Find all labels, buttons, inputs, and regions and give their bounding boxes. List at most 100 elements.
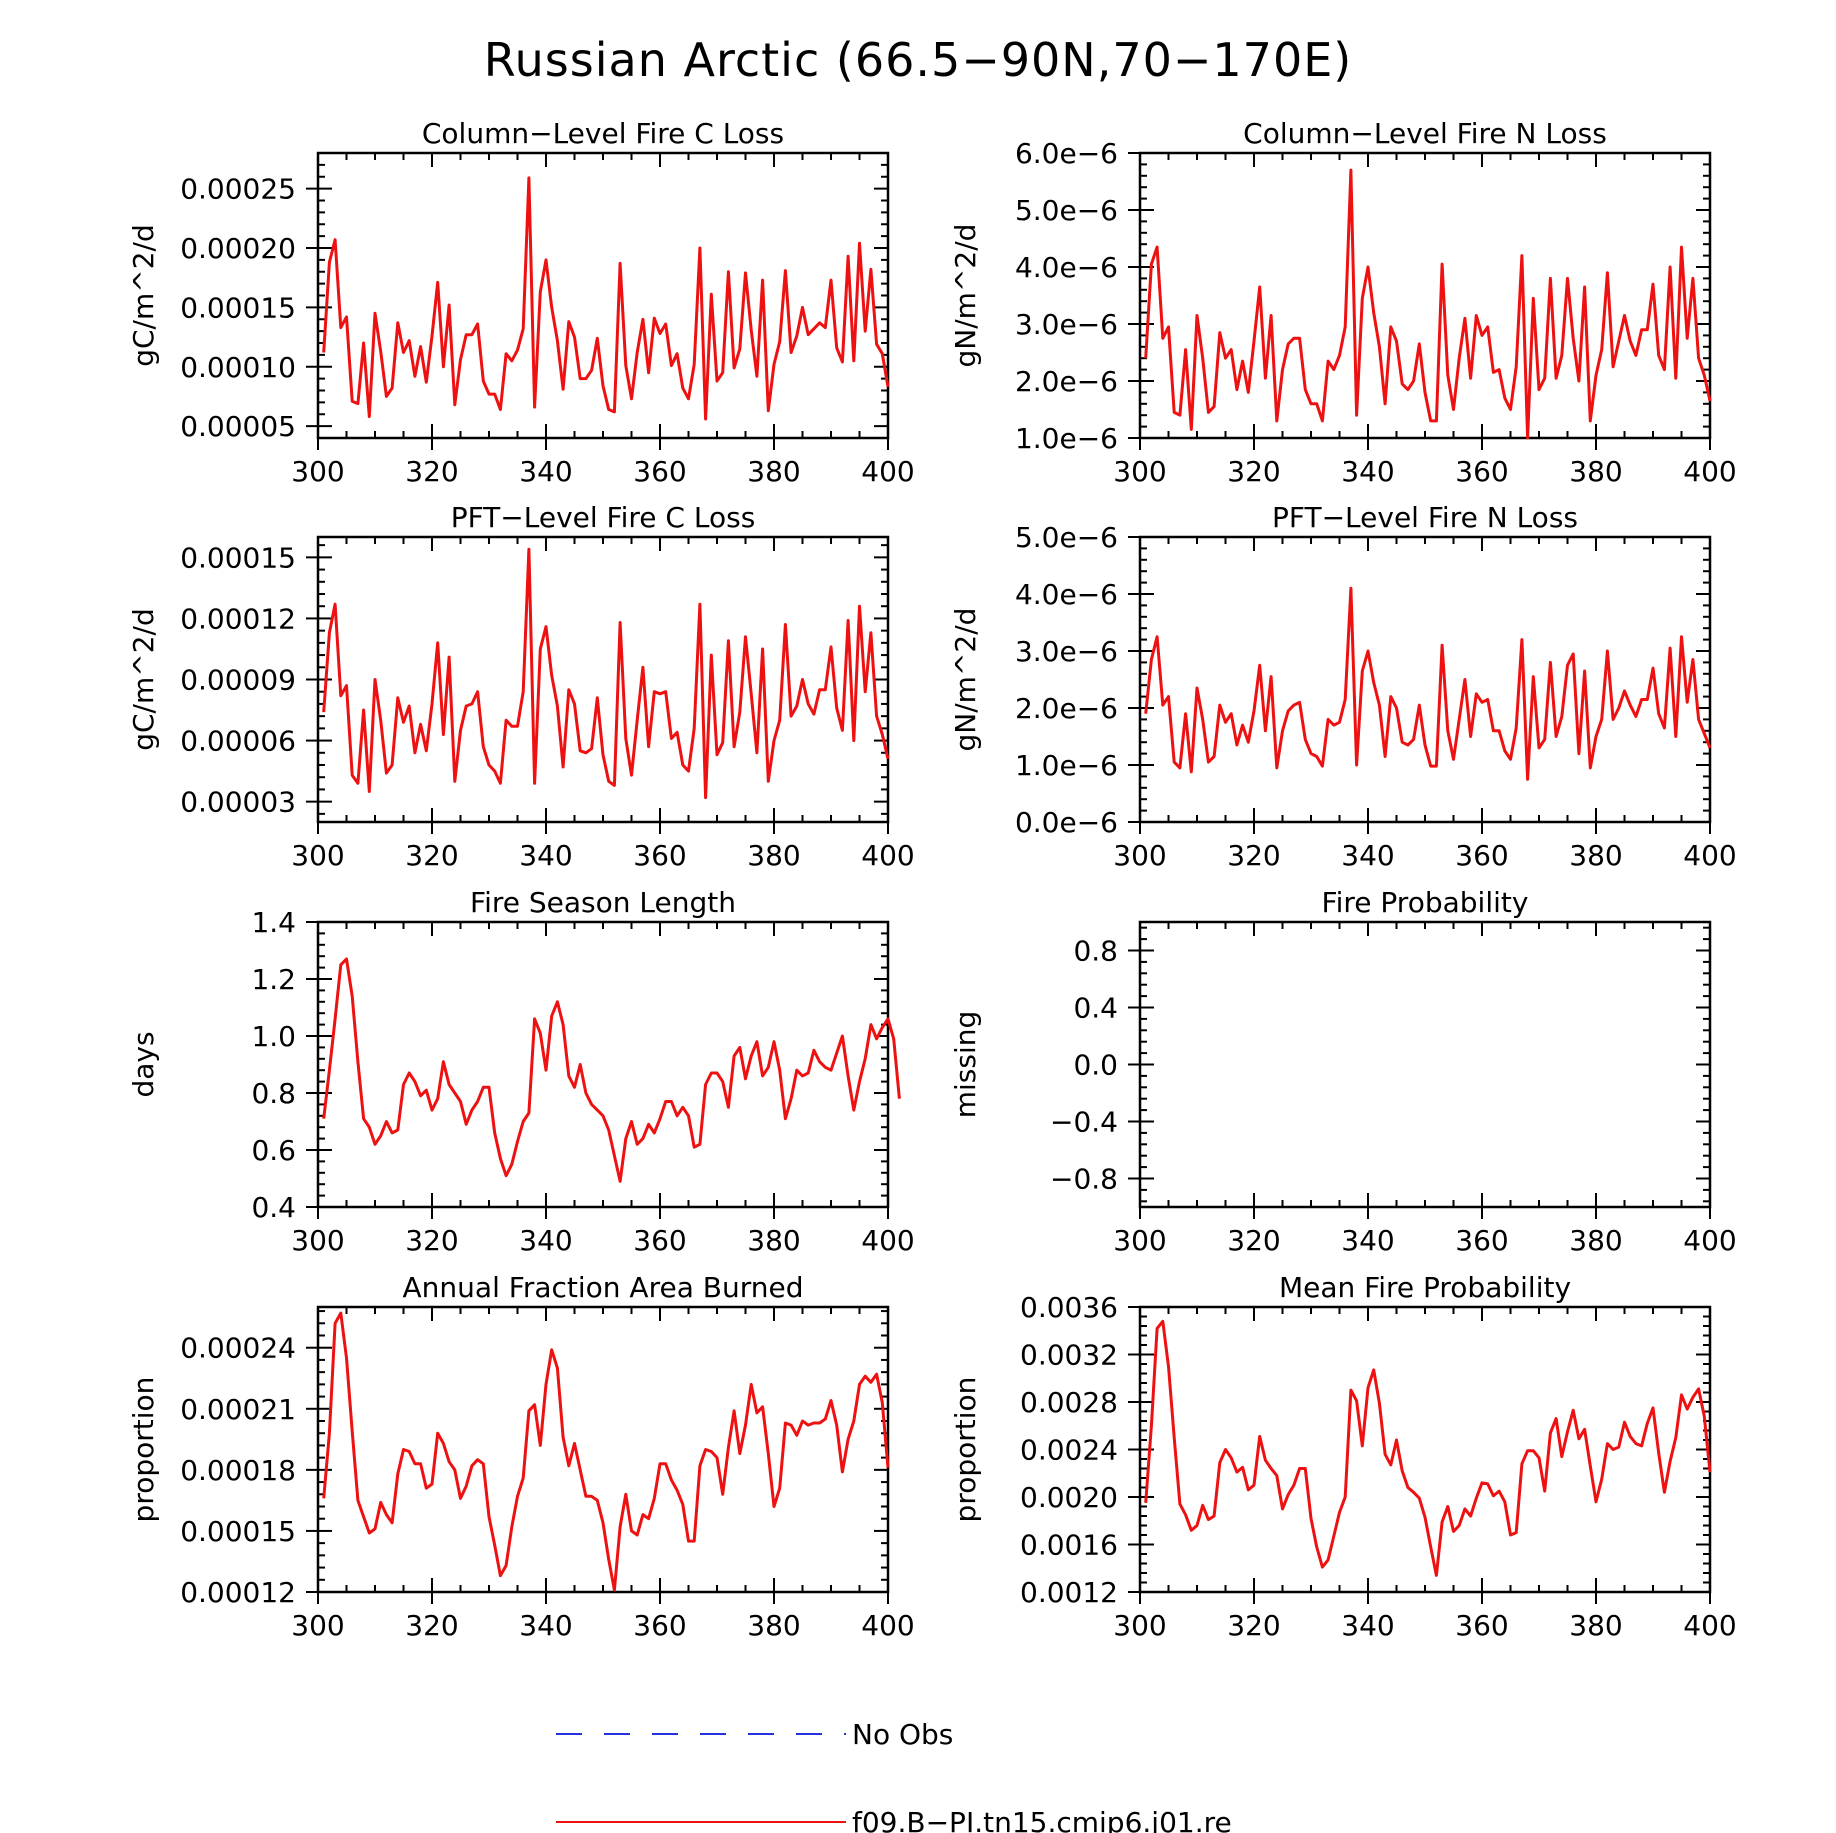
panel-pft-level-fire-c-loss: PFT−Level Fire C Loss gC/m^2/d 300 320 340 36… (127, 501, 915, 872)
y-tick-label: 0.00003 (180, 786, 296, 819)
x-tick-label: 380 (747, 1609, 800, 1642)
x-tick-label: 320 (405, 455, 458, 488)
y-axis-label: gC/m^2/d (127, 608, 160, 751)
panel-mean-fire-probability: Mean Fire Probability proportion 300 320 340… (949, 1271, 1737, 1642)
x-tick-label: 340 (1341, 455, 1394, 488)
y-tick-label: 0.0024 (1020, 1434, 1118, 1467)
y-tick-label: 0.00015 (180, 1515, 296, 1548)
x-tick-label: 360 (1455, 1224, 1508, 1257)
legend-no-obs-label: No Obs (852, 1718, 953, 1751)
series-line-model (1144, 586, 1712, 781)
x-tick-label: 320 (1227, 455, 1280, 488)
y-tick-label: 0.00025 (180, 173, 296, 206)
y-axis-label: gN/m^2/d (949, 224, 982, 368)
y-axis-label: proportion (949, 1377, 982, 1523)
chart-panels: Column−Level Fire C Loss gC/m^2/d 300 320 34… (127, 117, 1737, 1642)
y-tick-label: 0.0028 (1020, 1386, 1118, 1419)
x-tick-label: 340 (1341, 1224, 1394, 1257)
series-line-model (322, 1311, 890, 1592)
y-axis-label: gC/m^2/d (127, 224, 160, 367)
x-tick-label: 300 (291, 1224, 344, 1257)
y-tick-label: 0.00024 (180, 1332, 296, 1365)
y-tick-label: 1.0e−6 (1015, 749, 1118, 782)
y-tick-label: 0.6 (251, 1134, 296, 1167)
y-tick-label: 0.0e−6 (1015, 806, 1118, 839)
x-tick-label: 360 (633, 839, 686, 872)
y-tick-label: 0.0020 (1020, 1481, 1118, 1514)
panel-title: Column−Level Fire C Loss (422, 117, 784, 150)
panel-title: Fire Season Length (470, 886, 736, 919)
x-tick-label: 400 (861, 839, 914, 872)
x-tick-label: 320 (1227, 1224, 1280, 1257)
y-tick-label: 0.00005 (180, 410, 296, 443)
x-tick-label: 320 (405, 1609, 458, 1642)
y-tick-label: 0.00020 (180, 232, 296, 265)
x-tick-label: 380 (1569, 1224, 1622, 1257)
x-tick-label: 300 (1113, 1609, 1166, 1642)
x-tick-label: 360 (1455, 1609, 1508, 1642)
series-line-model (322, 176, 890, 421)
y-tick-label: 0.8 (251, 1077, 296, 1110)
x-tick-label: 340 (1341, 839, 1394, 872)
x-tick-label: 400 (1683, 1224, 1736, 1257)
panel-fire-season-length: Fire Season Length days 300 320 340 360 380 400… (127, 886, 915, 1257)
legend: No Obs f09.B−PI.tn15.cmip6.j01.re (556, 1718, 1232, 1833)
x-tick-label: 300 (1113, 455, 1166, 488)
x-tick-label: 300 (291, 455, 344, 488)
y-tick-label: 2.0e−6 (1015, 692, 1118, 725)
x-tick-label: 340 (519, 1224, 572, 1257)
y-tick-label: 3.0e−6 (1015, 635, 1118, 668)
y-tick-label: 1.0e−6 (1015, 422, 1118, 455)
y-tick-label: 0.0036 (1020, 1291, 1118, 1324)
y-tick-label: 0.8 (1073, 935, 1118, 968)
x-tick-label: 340 (519, 839, 572, 872)
x-tick-label: 400 (861, 1609, 914, 1642)
x-tick-label: 360 (1455, 839, 1508, 872)
x-tick-label: 320 (405, 839, 458, 872)
panel-title: PFT−Level Fire C Loss (451, 501, 756, 534)
y-tick-label: 0.00012 (180, 602, 296, 635)
panel-title: Column−Level Fire N Loss (1243, 117, 1607, 150)
y-tick-label: 0.00018 (180, 1454, 296, 1487)
y-tick-label: 0.4 (1073, 992, 1118, 1025)
y-tick-label: 5.0e−6 (1015, 194, 1118, 227)
panel-title: Annual Fraction Area Burned (403, 1271, 804, 1304)
y-tick-label: 0.00012 (180, 1576, 296, 1609)
x-tick-label: 320 (1227, 1609, 1280, 1642)
x-tick-label: 400 (1683, 839, 1736, 872)
y-tick-label: 0.0 (1073, 1049, 1118, 1082)
x-tick-label: 380 (1569, 455, 1622, 488)
y-tick-label: 0.00010 (180, 351, 296, 384)
panel-title: Mean Fire Probability (1279, 1271, 1571, 1304)
x-tick-label: 380 (747, 455, 800, 488)
y-tick-label: 6.0e−6 (1015, 137, 1118, 170)
x-tick-label: 400 (861, 1224, 914, 1257)
panel-title: Fire Probability (1322, 886, 1529, 919)
panel-column-level-fire-n-loss: Column−Level Fire N Loss gN/m^2/d 300 320 34… (949, 117, 1737, 488)
figure-title: Russian Arctic (66.5−90N,70−170E) (484, 33, 1352, 87)
x-tick-label: 400 (1683, 455, 1736, 488)
x-tick-label: 300 (291, 1609, 344, 1642)
y-tick-label: 0.00015 (180, 291, 296, 324)
x-tick-label: 320 (405, 1224, 458, 1257)
panel-title: PFT−Level Fire N Loss (1272, 501, 1578, 534)
x-tick-label: 300 (1113, 1224, 1166, 1257)
y-tick-label: 1.2 (251, 963, 296, 996)
series-line-model (1144, 168, 1712, 440)
legend-model-label: f09.B−PI.tn15.cmip6.j01.re (852, 1806, 1232, 1833)
x-tick-label: 400 (861, 455, 914, 488)
y-tick-label: 0.0032 (1020, 1339, 1118, 1372)
x-tick-label: 360 (633, 455, 686, 488)
panel-fire-probability: Fire Probability missing 300 320 340 360 380 40… (949, 886, 1737, 1257)
y-tick-label: 0.00009 (180, 664, 296, 697)
y-tick-label: 4.0e−6 (1015, 578, 1118, 611)
y-axis-label: days (127, 1031, 160, 1097)
x-tick-label: 340 (1341, 1609, 1394, 1642)
x-tick-label: 340 (519, 1609, 572, 1642)
panel-pft-level-fire-n-loss: PFT−Level Fire N Loss gN/m^2/d 300 320 340 36… (949, 501, 1737, 872)
x-tick-label: 300 (1113, 839, 1166, 872)
x-tick-label: 360 (1455, 455, 1508, 488)
y-tick-label: 0.4 (251, 1191, 296, 1224)
y-tick-label: 5.0e−6 (1015, 521, 1118, 554)
